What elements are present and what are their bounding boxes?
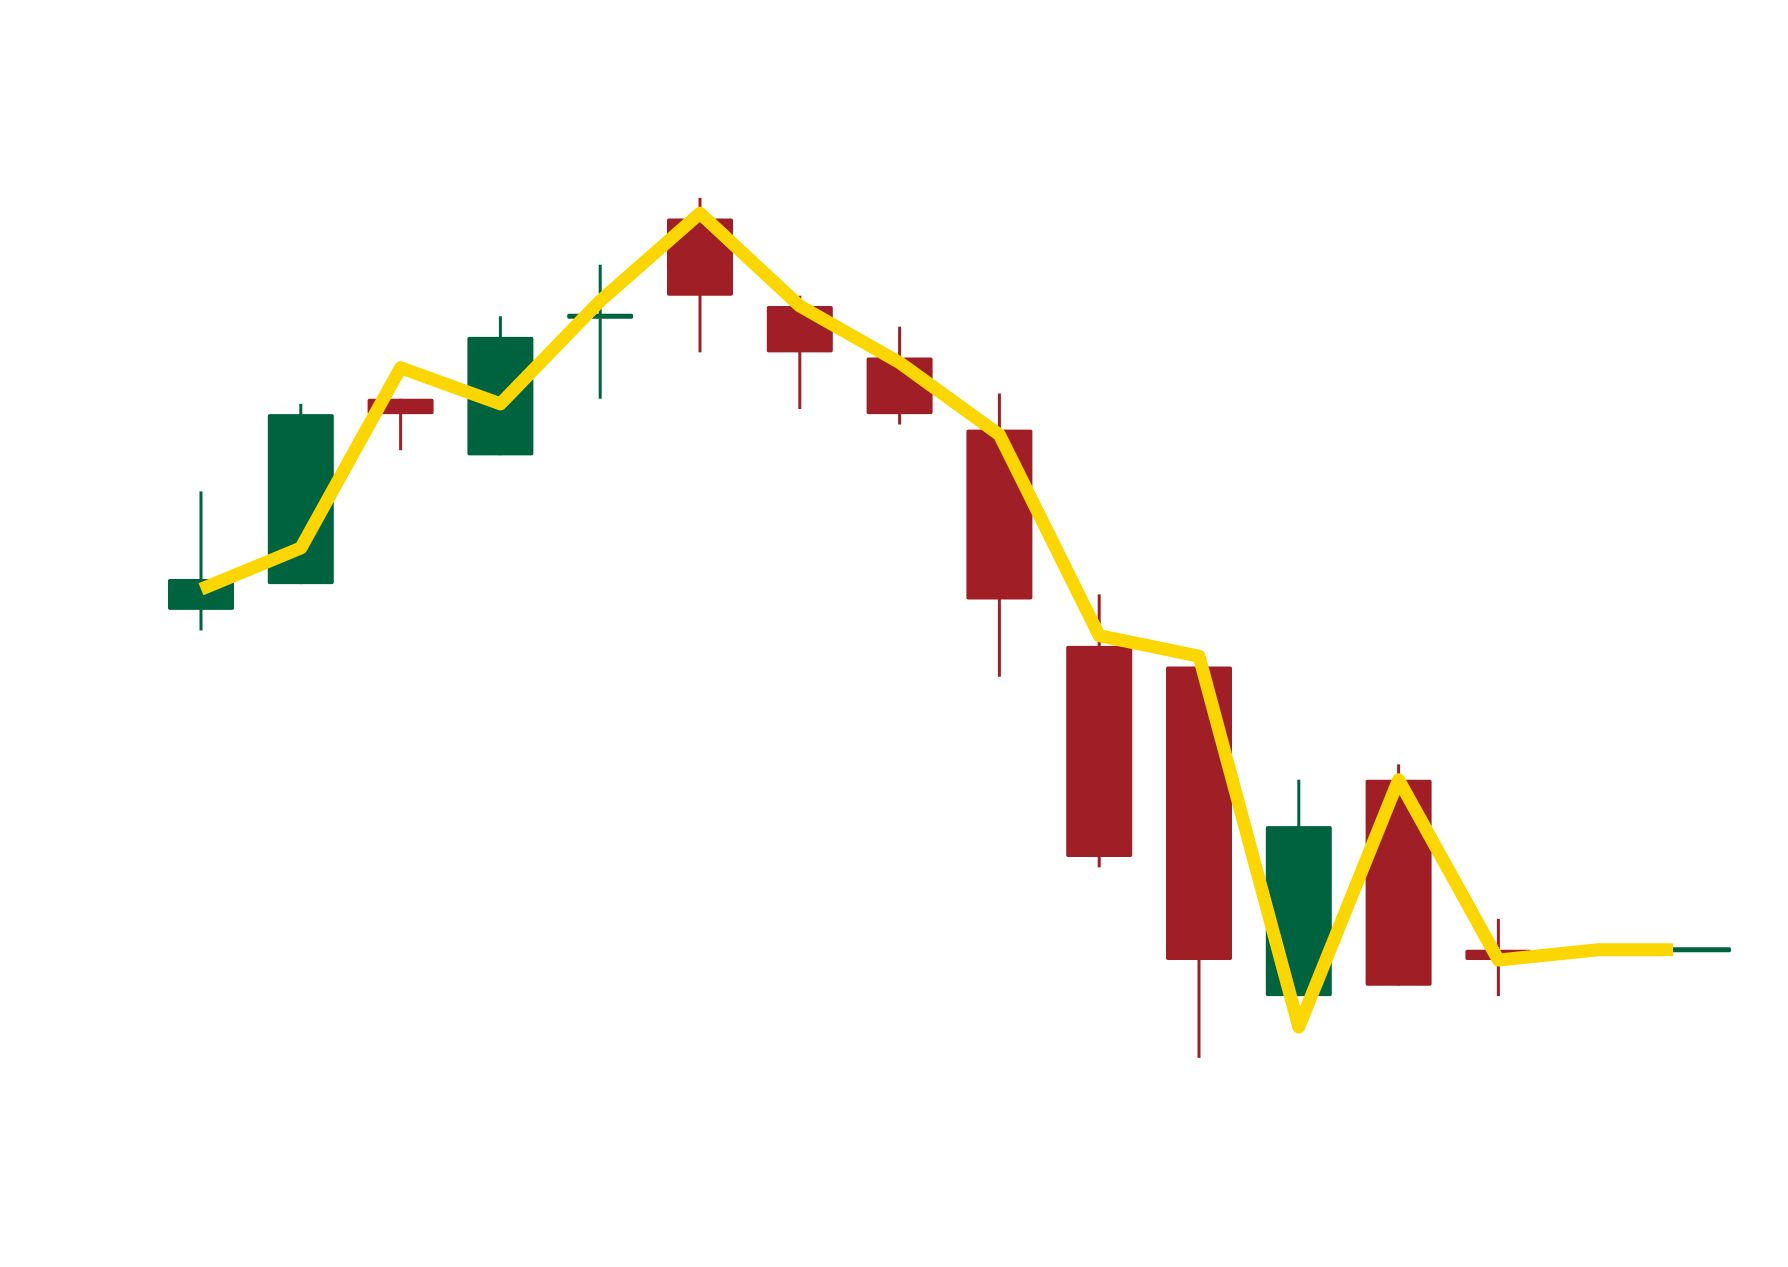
candle-body-down <box>1166 666 1232 961</box>
candle <box>1365 764 1432 986</box>
candle <box>667 197 733 353</box>
line-layer <box>198 206 1674 1034</box>
trend-line <box>198 206 1674 1034</box>
candle-body-down <box>1066 645 1133 858</box>
candle <box>168 491 234 631</box>
candle-body-down <box>966 429 1033 600</box>
candle-body-up <box>267 414 334 585</box>
candle <box>1665 947 1731 953</box>
candle-body-down <box>667 218 733 296</box>
candles-layer <box>168 197 1731 1058</box>
candle-body-up <box>1665 947 1731 953</box>
